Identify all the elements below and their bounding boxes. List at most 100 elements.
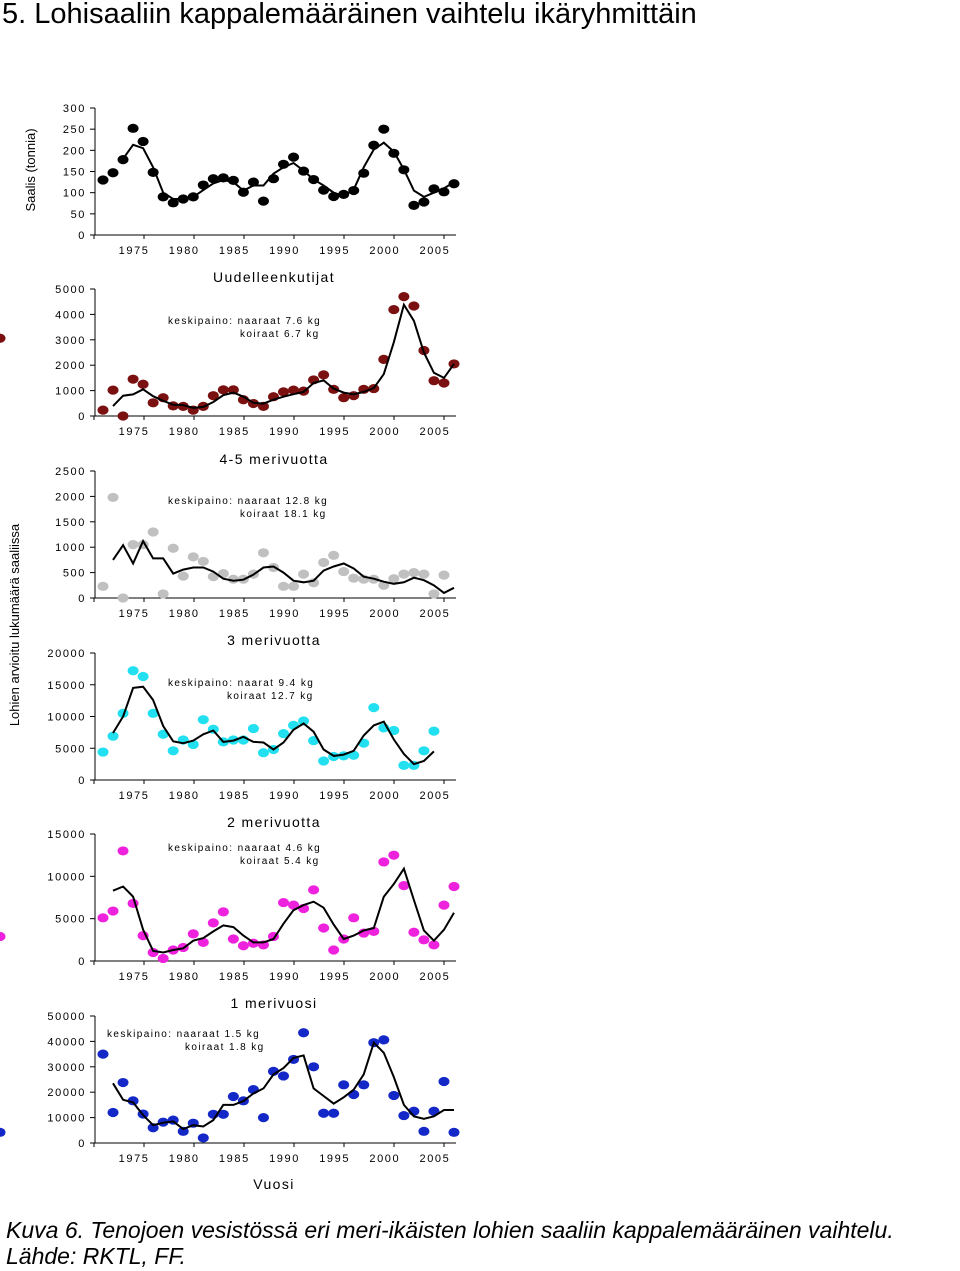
data-point	[147, 947, 159, 958]
y-axis-label-count: Lohien arvioitu lukumäärä saaliissa	[7, 523, 22, 726]
chart-title: 4-5 merivuotta	[219, 451, 328, 467]
data-point	[117, 411, 129, 421]
y-tick-label: 1000	[55, 542, 86, 554]
data-point	[298, 716, 310, 726]
data-point	[127, 540, 139, 550]
data-point	[418, 197, 430, 207]
data-point	[428, 376, 440, 386]
data-point	[428, 726, 440, 736]
weight-note: keskipaino: naaraat 1.5 kg	[107, 1029, 260, 1040]
y-tick-label: 50	[71, 209, 86, 221]
data-point	[237, 941, 249, 951]
y-axis-label-tonnes: Saalis (tonnia)	[23, 128, 38, 211]
data-point	[318, 923, 330, 933]
y-tick-label: 10000	[47, 871, 86, 883]
y-tick-label: 0	[78, 411, 86, 423]
data-point	[418, 746, 430, 756]
data-point	[217, 907, 229, 917]
x-tick-label: 1995	[319, 971, 350, 983]
data-point	[177, 571, 189, 581]
x-tick-label: 2000	[369, 1153, 400, 1165]
weight-note: keskipaino: naaraat 12.8 kg	[168, 496, 328, 507]
data-point	[247, 177, 259, 187]
y-tick-label: 20000	[47, 1087, 86, 1099]
x-tick-label: 1990	[269, 245, 300, 257]
data-point	[288, 581, 300, 591]
x-tick-label: 1995	[319, 790, 350, 802]
y-tick-label: 10000	[47, 712, 86, 724]
y-tick-label: 200	[63, 145, 86, 157]
data-point	[107, 385, 119, 395]
x-tick-label: 1980	[169, 608, 200, 620]
y-tick-label: 1000	[55, 386, 86, 398]
data-point	[97, 913, 109, 923]
data-point	[127, 374, 139, 384]
data-point	[338, 393, 350, 403]
data-point	[107, 731, 119, 741]
data-point	[338, 1080, 350, 1090]
data-point	[107, 1107, 119, 1118]
data-point	[408, 927, 420, 937]
data-point	[378, 1035, 390, 1045]
y-tick-label: 1500	[55, 517, 86, 529]
data-point	[187, 552, 199, 562]
data-point	[217, 1109, 229, 1119]
x-tick-label: 1985	[219, 426, 250, 438]
y-tick-label: 2500	[55, 466, 86, 478]
data-point	[207, 391, 219, 401]
data-point	[388, 850, 400, 860]
data-point	[157, 589, 169, 599]
y-tick-label: 2000	[55, 491, 86, 503]
data-point	[0, 333, 6, 343]
chart-title: 1 merivuosi	[231, 995, 318, 1011]
x-tick-label: 1980	[169, 1153, 200, 1165]
data-point	[107, 492, 119, 503]
data-point	[127, 1096, 139, 1106]
y-tick-label: 0	[78, 775, 86, 787]
data-point	[207, 918, 219, 928]
data-point	[318, 756, 330, 766]
weight-note: koiraat 18.1 kg	[240, 509, 327, 520]
data-point	[278, 581, 290, 591]
data-point	[197, 556, 209, 567]
x-tick-label: 1980	[169, 426, 200, 438]
data-point	[328, 945, 340, 955]
data-point	[378, 124, 390, 134]
data-point	[227, 1091, 239, 1102]
x-tick-label: 1990	[269, 1153, 300, 1165]
y-tick-label: 0	[78, 593, 86, 605]
trend-line	[112, 685, 435, 766]
trend-line	[122, 141, 455, 200]
x-tick-label: 1990	[269, 790, 300, 802]
data-point	[278, 729, 290, 739]
data-point	[338, 189, 350, 199]
chart-panel-msw45: 0 500 1000 1500 2000 2500 1975 1980 1985 1990 1995…	[55, 451, 456, 620]
y-tick-label: 30000	[47, 1062, 86, 1074]
data-point	[167, 543, 179, 553]
y-tick-label: 15000	[47, 829, 86, 841]
data-point	[157, 953, 169, 964]
x-tick-label: 1975	[119, 245, 150, 257]
chart-panel-tonnes: 0 50 100 150 200 250 300 1975 1980 1985 1990 1995 20…	[63, 103, 460, 257]
y-tick-label: 100	[63, 188, 86, 200]
data-point	[448, 881, 460, 892]
data-point	[398, 881, 410, 891]
data-point	[438, 900, 450, 910]
data-point	[308, 1062, 320, 1072]
x-tick-label: 1985	[219, 245, 250, 257]
x-tick-label: 1985	[219, 971, 250, 983]
data-point	[127, 123, 139, 133]
page-title: 5. Lohisaaliin kappalemääräinen vaihtelu…	[2, 0, 697, 30]
x-tick-label: 1995	[319, 426, 350, 438]
data-point	[408, 301, 420, 311]
data-point	[448, 179, 460, 189]
data-point	[438, 570, 450, 580]
weight-note: keskipaino: naarat 9.4 kg	[168, 678, 314, 689]
x-tick-label: 1975	[119, 1153, 150, 1165]
x-tick-label: 1985	[219, 1153, 250, 1165]
y-tick-label: 4000	[55, 309, 86, 321]
data-point	[147, 398, 159, 408]
data-point	[117, 155, 129, 165]
x-tick-label: 2005	[420, 608, 451, 620]
data-point	[318, 185, 330, 195]
